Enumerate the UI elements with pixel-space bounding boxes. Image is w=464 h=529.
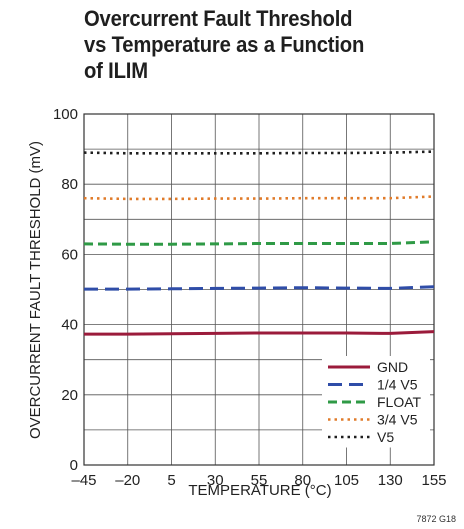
x-tick-label: 30 bbox=[207, 472, 224, 489]
y-tick-label: 80 bbox=[61, 176, 78, 193]
chart-title-line-3: of ILIM bbox=[84, 58, 148, 83]
y-tick-label: 60 bbox=[61, 246, 78, 263]
legend-background bbox=[322, 356, 430, 448]
x-tick-label: 130 bbox=[378, 472, 403, 489]
y-tick-label: 40 bbox=[61, 317, 78, 334]
figure-code: 7872 G18 bbox=[416, 514, 456, 524]
series-line-gnd bbox=[84, 330, 435, 336]
legend-label-float: FLOAT bbox=[377, 394, 422, 410]
chart-title-line-1: Overcurrent Fault Threshold bbox=[84, 6, 353, 31]
x-tick-label: 55 bbox=[251, 472, 268, 489]
chart-title-line-2: vs Temperature as a Function bbox=[84, 32, 365, 57]
x-tick-label: 5 bbox=[167, 472, 175, 489]
x-axis-label: TEMPERATURE (°C) bbox=[188, 482, 331, 499]
y-tick-label: 0 bbox=[70, 457, 78, 474]
legend-label-v5: V5 bbox=[377, 429, 394, 445]
legend-label-gnd: GND bbox=[377, 359, 408, 375]
legend-label-1-4-v5: 1/4 V5 bbox=[377, 377, 418, 393]
x-tick-label: 105 bbox=[334, 472, 359, 489]
legend-label-3-4-v5: 3/4 V5 bbox=[377, 412, 418, 428]
y-tick-label: 20 bbox=[61, 387, 78, 404]
chart-ticks: –45 –20 5 30 55 80 105 130 155 0 20 40 60 80 100 bbox=[53, 106, 447, 489]
y-tick-label: 100 bbox=[53, 106, 78, 123]
series-line-float bbox=[83, 240, 435, 246]
x-tick-label: 155 bbox=[421, 472, 446, 489]
x-tick-label: –45 bbox=[71, 472, 96, 489]
x-tick-label: 80 bbox=[294, 472, 311, 489]
chart-series bbox=[83, 150, 435, 336]
series-line-1-4-v5 bbox=[84, 285, 435, 291]
x-tick-label: –20 bbox=[115, 472, 140, 489]
chart-title: Overcurrent Fault Threshold vs Temperatu… bbox=[84, 6, 454, 84]
y-axis-label: OVERCURRENT FAULT THRESHOLD (mV) bbox=[27, 141, 44, 439]
